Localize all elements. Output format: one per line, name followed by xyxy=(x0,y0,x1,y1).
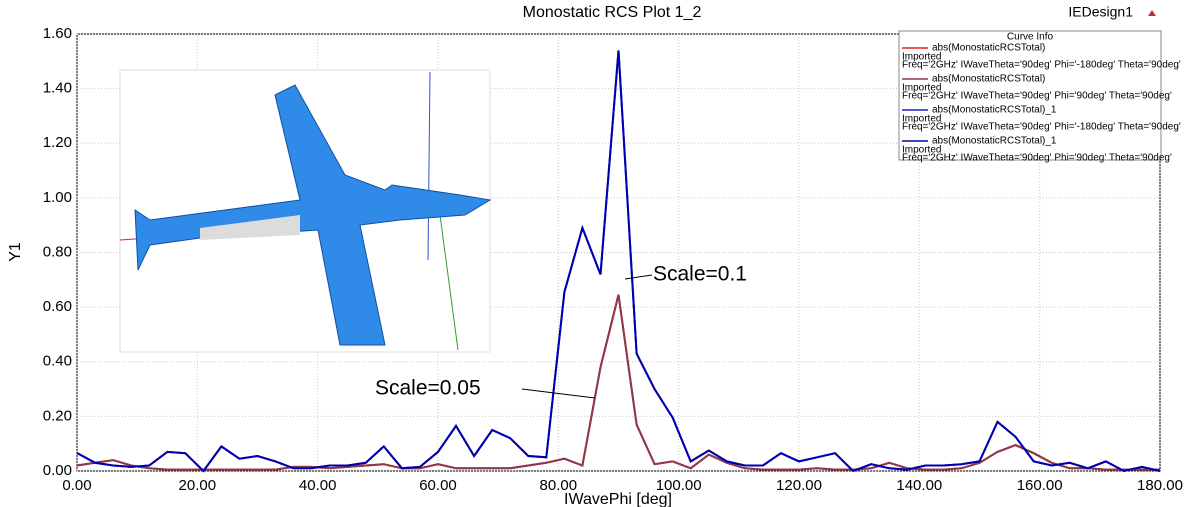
annotation: Scale=0.05 xyxy=(375,377,481,400)
y-tick-label: 1.40 xyxy=(43,80,72,97)
x-tick-label: 160.00 xyxy=(1017,477,1063,494)
y-tick-label: 0.40 xyxy=(43,353,72,370)
y-tick-label: 0.80 xyxy=(43,243,72,260)
legend-detail: Freq='2GHz' IWaveTheta='90deg' Phi='-180… xyxy=(902,60,1181,71)
annotation: Scale=0.1 xyxy=(653,263,747,286)
design-icon xyxy=(1148,10,1156,16)
y-tick-label: 0.60 xyxy=(43,298,72,315)
annotation-leader xyxy=(522,389,595,398)
legend-label: abs(MonostaticRCSTotal)_1 xyxy=(932,105,1057,116)
legend-label: abs(MonostaticRCSTotal) xyxy=(932,43,1045,54)
y-tick-label: 1.60 xyxy=(43,25,72,42)
legend-detail: Freq='2GHz' IWaveTheta='90deg' Phi='-180… xyxy=(902,122,1181,133)
chart: Monostatic RCS Plot 1_2 IEDesign1 IWaveP… xyxy=(0,0,1192,507)
legend-detail: Freq='2GHz' IWaveTheta='90deg' Phi='90de… xyxy=(902,153,1172,164)
y-axis-label: Y1 xyxy=(7,242,24,262)
x-tick-label: 180.00 xyxy=(1137,477,1183,494)
legend: Curve Info abs(MonostaticRCSTotal)Import… xyxy=(899,31,1181,164)
x-tick-label: 120.00 xyxy=(776,477,822,494)
x-tick-label: 60.00 xyxy=(419,477,457,494)
x-tick-label: 100.00 xyxy=(656,477,702,494)
legend-label: abs(MonostaticRCSTotal)_1 xyxy=(932,136,1057,147)
y-tick-label: 1.00 xyxy=(43,189,72,206)
design-name: IEDesign1 xyxy=(1068,4,1133,20)
legend-title: Curve Info xyxy=(1007,32,1054,43)
y-tick-label: 0.20 xyxy=(43,407,72,424)
x-tick-label: 80.00 xyxy=(540,477,578,494)
chart-title: Monostatic RCS Plot 1_2 xyxy=(523,4,702,21)
x-tick-label: 20.00 xyxy=(179,477,217,494)
legend-label: abs(MonostaticRCSTotal) xyxy=(932,74,1045,85)
x-tick-label: 140.00 xyxy=(896,477,942,494)
x-tick-label: 0.00 xyxy=(62,477,91,494)
x-tick-label: 40.00 xyxy=(299,477,337,494)
y-tick-label: 1.20 xyxy=(43,134,72,151)
inset-image xyxy=(120,70,490,352)
annotation-leader xyxy=(625,275,652,279)
legend-detail: Freq='2GHz' IWaveTheta='90deg' Phi='90de… xyxy=(902,91,1172,102)
